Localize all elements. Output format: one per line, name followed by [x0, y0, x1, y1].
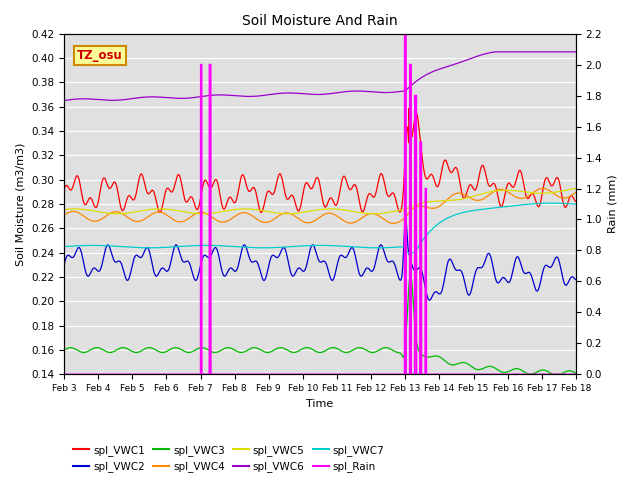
spl_VWC1 — [433, 183, 440, 189]
spl_Rain — [279, 372, 287, 377]
spl_VWC3 — [279, 345, 287, 351]
spl_VWC7 — [303, 243, 311, 249]
spl_VWC4 — [572, 190, 580, 195]
spl_VWC6 — [275, 91, 283, 96]
Line: spl_VWC3: spl_VWC3 — [64, 275, 576, 374]
spl_Rain — [432, 372, 440, 377]
spl_VWC7 — [404, 250, 412, 255]
spl_VWC4 — [390, 220, 397, 226]
Line: spl_VWC2: spl_VWC2 — [64, 216, 576, 300]
spl_VWC7 — [531, 201, 539, 206]
spl_VWC2 — [531, 285, 539, 291]
spl_VWC6 — [60, 97, 68, 103]
Title: Soil Moisture And Rain: Soil Moisture And Rain — [242, 14, 398, 28]
spl_VWC5 — [557, 189, 564, 194]
spl_VWC2 — [275, 253, 283, 259]
spl_VWC4 — [279, 211, 287, 216]
spl_VWC5 — [531, 190, 539, 196]
spl_VWC4 — [275, 213, 283, 218]
spl_VWC5 — [280, 211, 287, 216]
spl_VWC1 — [156, 210, 164, 216]
spl_VWC6 — [303, 91, 311, 97]
spl_VWC7 — [279, 244, 287, 250]
Legend: spl_VWC1, spl_VWC2, spl_VWC3, spl_VWC4, spl_VWC5, spl_VWC6, spl_VWC7, spl_Rain: spl_VWC1, spl_VWC2, spl_VWC3, spl_VWC4, … — [69, 441, 388, 476]
spl_VWC1 — [405, 106, 413, 111]
spl_VWC2 — [60, 263, 68, 268]
spl_VWC2 — [572, 277, 580, 283]
spl_VWC2 — [433, 289, 440, 295]
spl_VWC3 — [406, 272, 414, 278]
spl_VWC1 — [275, 171, 283, 177]
spl_VWC2 — [279, 245, 287, 251]
spl_Rain — [275, 372, 283, 377]
spl_Rain — [557, 372, 564, 377]
spl_VWC4 — [303, 220, 311, 226]
spl_VWC5 — [572, 186, 580, 192]
Line: spl_VWC5: spl_VWC5 — [64, 189, 576, 214]
spl_VWC6 — [492, 49, 499, 55]
Text: TZ_osu: TZ_osu — [77, 49, 122, 62]
spl_Rain — [401, 31, 408, 36]
Line: spl_Rain: spl_Rain — [64, 34, 576, 374]
spl_VWC6 — [572, 49, 580, 55]
spl_VWC3 — [531, 370, 539, 376]
spl_VWC6 — [557, 49, 564, 55]
spl_VWC1 — [60, 188, 68, 193]
spl_VWC1 — [572, 199, 580, 204]
spl_VWC5 — [60, 207, 68, 213]
spl_VWC5 — [303, 209, 311, 215]
spl_VWC5 — [113, 211, 121, 216]
Y-axis label: Soil Moisture (m3/m3): Soil Moisture (m3/m3) — [15, 142, 26, 266]
spl_VWC3 — [572, 371, 580, 376]
spl_VWC1 — [303, 180, 311, 186]
Line: spl_VWC4: spl_VWC4 — [64, 189, 576, 223]
spl_VWC7 — [275, 244, 283, 250]
spl_VWC3 — [60, 347, 68, 353]
spl_VWC2 — [402, 214, 410, 219]
spl_VWC1 — [557, 185, 564, 191]
spl_VWC4 — [539, 186, 547, 192]
spl_VWC6 — [432, 68, 440, 73]
spl_VWC1 — [531, 196, 539, 202]
spl_VWC5 — [275, 210, 283, 216]
spl_VWC6 — [531, 49, 539, 55]
spl_VWC7 — [557, 201, 564, 206]
spl_VWC7 — [547, 200, 555, 206]
spl_VWC4 — [531, 189, 539, 194]
spl_VWC2 — [303, 260, 311, 265]
spl_VWC7 — [60, 244, 68, 250]
spl_VWC2 — [557, 264, 564, 270]
Line: spl_VWC1: spl_VWC1 — [64, 108, 576, 213]
Line: spl_VWC7: spl_VWC7 — [64, 203, 576, 252]
spl_VWC4 — [557, 194, 564, 200]
spl_VWC7 — [572, 201, 580, 207]
spl_VWC4 — [432, 205, 440, 211]
spl_Rain — [572, 372, 580, 377]
spl_VWC2 — [426, 297, 433, 303]
spl_VWC7 — [432, 223, 440, 228]
spl_VWC5 — [432, 198, 440, 204]
Y-axis label: Rain (mm): Rain (mm) — [608, 175, 618, 233]
spl_VWC4 — [60, 212, 68, 218]
spl_VWC3 — [557, 372, 564, 377]
spl_VWC1 — [280, 182, 287, 188]
Line: spl_VWC6: spl_VWC6 — [64, 52, 576, 100]
spl_Rain — [303, 372, 311, 377]
spl_Rain — [60, 372, 68, 377]
X-axis label: Time: Time — [307, 399, 333, 408]
spl_VWC3 — [275, 345, 283, 351]
spl_VWC3 — [432, 353, 440, 359]
spl_VWC3 — [303, 345, 311, 350]
spl_VWC6 — [279, 90, 287, 96]
spl_VWC3 — [549, 372, 557, 377]
spl_Rain — [531, 372, 539, 377]
